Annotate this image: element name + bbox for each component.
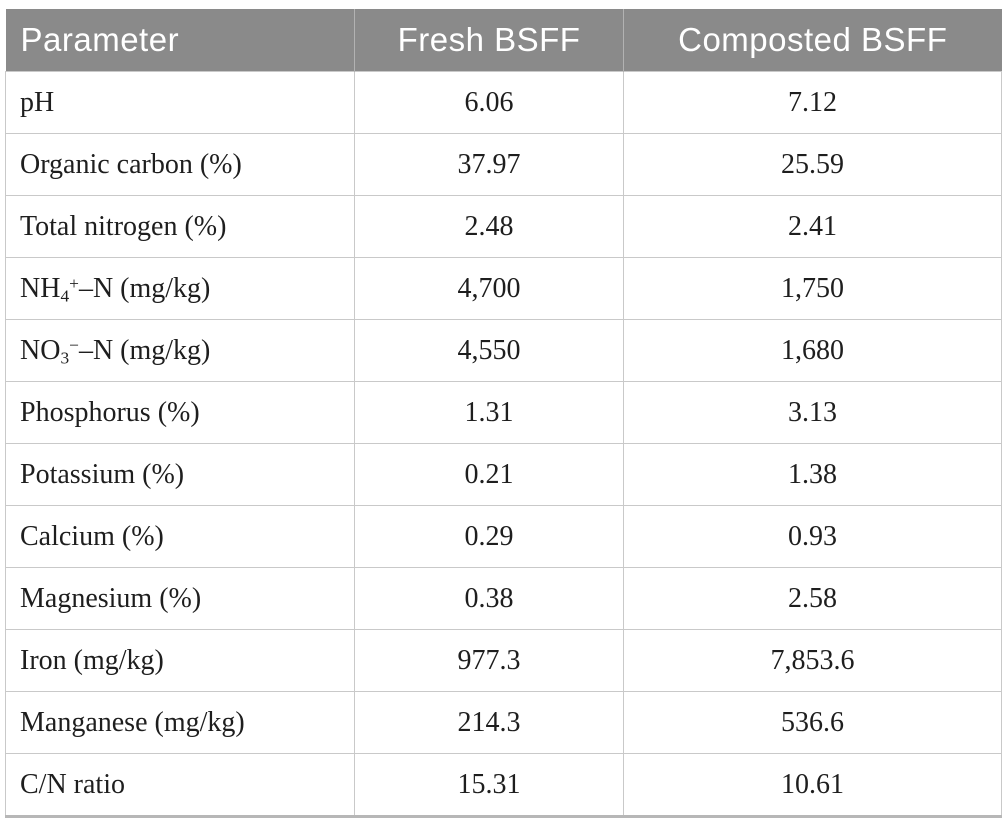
parameter-label-segment: Magnesium (%) [20, 582, 202, 614]
parameter-cell: Potassium (%) [5, 443, 355, 506]
composted-bsff-value-cell: 2.41 [623, 195, 1002, 258]
fresh-bsff-value-cell: 4,550 [354, 319, 624, 382]
column-header-composted-bsff: Composted BSFF [623, 9, 1002, 72]
parameter-cell: Iron (mg/kg) [5, 629, 355, 692]
table-row: NO3−–N (mg/kg) 4,550 1,680 [5, 319, 1002, 382]
parameter-label-segment: pH [20, 86, 55, 118]
parameter-label-segment: 4 [60, 285, 70, 305]
fresh-bsff-value-cell: 977.3 [354, 629, 624, 692]
table-row: Iron (mg/kg) 977.3 7,853.6 [5, 629, 1002, 692]
composted-bsff-value-cell: 1,680 [623, 319, 1002, 382]
table-row: NH4+–N (mg/kg) 4,700 1,750 [5, 257, 1002, 320]
composted-bsff-value-cell: 7,853.6 [623, 629, 1002, 692]
parameter-cell: Phosphorus (%) [5, 381, 355, 444]
fresh-bsff-value-cell: 0.21 [354, 443, 624, 506]
composted-bsff-value-cell: 0.93 [623, 505, 1002, 568]
fresh-bsff-value-cell: 15.31 [354, 753, 624, 817]
nutrient-parameters-table: Parameter Fresh BSFF Composted BSFF pH 6.… [5, 9, 1002, 818]
fresh-bsff-value-cell: 4,700 [354, 257, 624, 320]
table-row: Total nitrogen (%) 2.48 2.41 [5, 195, 1002, 258]
column-header-fresh-bsff: Fresh BSFF [354, 9, 624, 72]
composted-bsff-value-cell: 1,750 [623, 257, 1002, 320]
table-row: Potassium (%) 0.21 1.38 [5, 443, 1002, 506]
table-row: Organic carbon (%) 37.97 25.59 [5, 133, 1002, 196]
parameter-cell: Organic carbon (%) [5, 133, 355, 196]
parameter-label-segment: NH [20, 272, 61, 304]
fresh-bsff-value-cell: 2.48 [354, 195, 624, 258]
parameter-cell: Calcium (%) [5, 505, 355, 568]
parameter-cell: NH4+–N (mg/kg) [5, 257, 355, 320]
parameter-cell: Total nitrogen (%) [5, 195, 355, 258]
composted-bsff-value-cell: 1.38 [623, 443, 1002, 506]
parameter-label-segment: + [69, 273, 79, 293]
table-row: pH 6.06 7.12 [5, 71, 1002, 134]
composted-bsff-value-cell: 3.13 [623, 381, 1002, 444]
composted-bsff-value-cell: 2.58 [623, 567, 1002, 630]
column-header-parameter: Parameter [5, 9, 355, 72]
table-row: C/N ratio 15.31 10.61 [5, 753, 1002, 817]
parameter-cell: NO3−–N (mg/kg) [5, 319, 355, 382]
fresh-bsff-value-cell: 0.38 [354, 567, 624, 630]
parameter-label-segment: Manganese (mg/kg) [20, 706, 245, 738]
parameter-cell: C/N ratio [5, 753, 355, 817]
composted-bsff-value-cell: 25.59 [623, 133, 1002, 196]
table-row: Magnesium (%) 0.38 2.58 [5, 567, 1002, 630]
fresh-bsff-value-cell: 0.29 [354, 505, 624, 568]
parameter-label-segment: − [69, 335, 79, 355]
composted-bsff-value-cell: 7.12 [623, 71, 1002, 134]
parameter-label-segment: Iron (mg/kg) [20, 644, 164, 676]
header-row: Parameter Fresh BSFF Composted BSFF [5, 9, 1002, 72]
composted-bsff-value-cell: 10.61 [623, 753, 1002, 817]
table-row: Phosphorus (%) 1.31 3.13 [5, 381, 1002, 444]
fresh-bsff-value-cell: 214.3 [354, 691, 624, 754]
parameter-label-segment: Phosphorus (%) [20, 396, 200, 428]
table-row: Manganese (mg/kg) 214.3 536.6 [5, 691, 1002, 754]
parameter-label-segment: Total nitrogen (%) [20, 210, 227, 242]
parameter-label-segment: C/N ratio [20, 768, 125, 800]
parameter-label-segment: 3 [60, 347, 70, 367]
fresh-bsff-value-cell: 6.06 [354, 71, 624, 134]
nutrient-parameters-figure: Parameter Fresh BSFF Composted BSFF pH 6.… [5, 9, 1002, 818]
table-body: pH 6.06 7.12 Organic carbon (%) 37.97 25.59 To… [5, 71, 1002, 817]
fresh-bsff-value-cell: 37.97 [354, 133, 624, 196]
parameter-label-segment: Potassium (%) [20, 458, 185, 490]
parameter-cell: pH [5, 71, 355, 134]
table-row: Calcium (%) 0.29 0.93 [5, 505, 1002, 568]
parameter-label-segment: Calcium (%) [20, 520, 164, 552]
parameter-label-segment: –N (mg/kg) [78, 334, 211, 366]
composted-bsff-value-cell: 536.6 [623, 691, 1002, 754]
parameter-label-segment: –N (mg/kg) [78, 272, 211, 304]
parameter-cell: Manganese (mg/kg) [5, 691, 355, 754]
parameter-label-segment: NO [20, 334, 61, 366]
fresh-bsff-value-cell: 1.31 [354, 381, 624, 444]
parameter-cell: Magnesium (%) [5, 567, 355, 630]
table-header: Parameter Fresh BSFF Composted BSFF [5, 9, 1002, 72]
parameter-label-segment: Organic carbon (%) [20, 148, 242, 180]
